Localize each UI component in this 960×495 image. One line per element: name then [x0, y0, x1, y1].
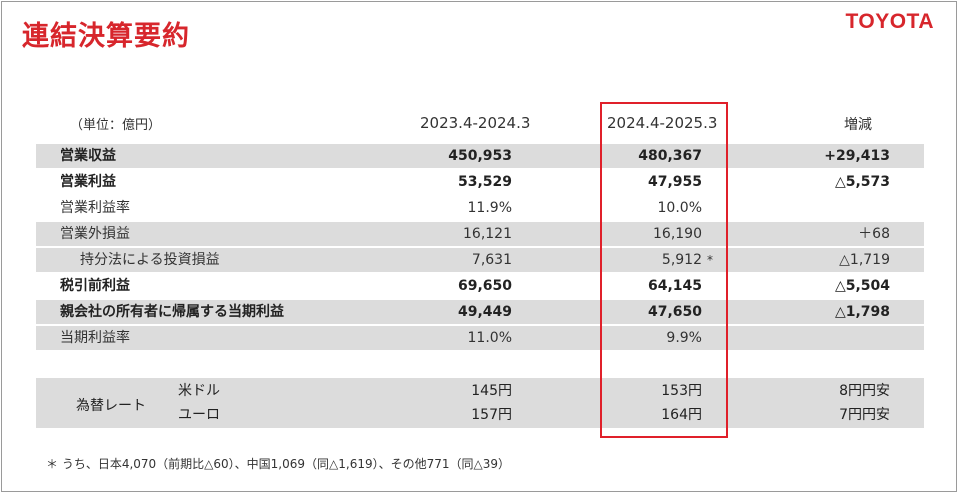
value-diff: △5,573 [834, 174, 890, 190]
fx-label: 為替レート [76, 398, 146, 414]
toyota-logo: TOYOTA [845, 10, 934, 33]
footnote-mark: * [707, 253, 713, 267]
value-diff: +29,413 [824, 148, 890, 164]
row-label: 親会社の所有者に帰属する当期利益 [60, 304, 284, 320]
table-row-equity-method: 持分法による投資損益 7,631 5,912 * △1,719 [36, 248, 924, 272]
column-header-prev: 2023.4-2024.3 [420, 114, 531, 132]
table-row-net-income: 親会社の所有者に帰属する当期利益 49,449 47,650 △1,798 [36, 300, 924, 324]
value-prev: 450,953 [448, 148, 512, 164]
fx-eur-diff: 7円円安 [839, 407, 890, 423]
row-label: 持分法による投資損益 [80, 252, 220, 268]
value-prev: 53,529 [457, 174, 512, 190]
value-curr: 9.9% [666, 330, 702, 346]
column-header-diff: 増減 [844, 117, 872, 133]
value-prev: 11.9% [467, 200, 512, 216]
fx-rate-block: 為替レート 米ドル 145円 153円 8円円安 ユーロ 157円 164円 7… [36, 378, 924, 428]
fx-eur-prev: 157円 [471, 407, 512, 423]
value-diff: ＋68 [858, 226, 890, 242]
fx-eur-curr: 164円 [661, 407, 702, 423]
table-row-operating-income: 営業利益 53,529 47,955 △5,573 [36, 170, 924, 194]
fx-usd-diff: 8円円安 [839, 383, 890, 399]
table-row-non-operating: 営業外損益 16,121 16,190 ＋68 [36, 222, 924, 246]
fx-currency-eur: ユーロ [178, 407, 220, 423]
page-title: 連結決算要約 [22, 21, 190, 52]
value-prev: 16,121 [463, 226, 512, 242]
value-curr: 480,367 [638, 148, 702, 164]
value-prev: 49,449 [457, 304, 512, 320]
value-curr: 16,190 [653, 226, 702, 242]
value-curr: 64,145 [647, 278, 702, 294]
value-curr: 47,650 [647, 304, 702, 320]
table-row-pretax-income: 税引前利益 69,650 64,145 △5,504 [36, 274, 924, 298]
row-label: 営業利益率 [60, 200, 130, 216]
value-diff: △5,504 [834, 278, 890, 294]
value-prev: 69,650 [457, 278, 512, 294]
unit-label: （単位：億円） [70, 118, 162, 133]
value-curr: 5,912 [661, 252, 702, 268]
row-label: 営業収益 [60, 148, 116, 164]
row-label: 営業外損益 [60, 226, 130, 242]
row-label: 営業利益 [60, 174, 116, 190]
table-row-net-margin: 当期利益率 11.0% 9.9% [36, 326, 924, 350]
row-label: 税引前利益 [60, 278, 130, 294]
row-label: 当期利益率 [60, 330, 130, 346]
table-row-revenue: 営業収益 450,953 480,367 +29,413 [36, 144, 924, 168]
fx-usd-curr: 153円 [661, 383, 702, 399]
footnote: ＊ うち、日本4,070（前期比△60）、中国1,069（同△1,619）、その… [46, 457, 511, 471]
value-curr: 10.0% [657, 200, 702, 216]
current-period-highlight-box [600, 102, 728, 438]
column-header-curr: 2024.4-2025.3 [607, 114, 718, 132]
fx-usd-prev: 145円 [471, 383, 512, 399]
value-diff: △1,719 [839, 252, 890, 268]
table-row-operating-margin: 営業利益率 11.9% 10.0% [36, 196, 924, 220]
fx-currency-usd: 米ドル [178, 383, 220, 399]
value-prev: 11.0% [467, 330, 512, 346]
value-curr: 47,955 [647, 174, 702, 190]
value-diff: △1,798 [834, 304, 890, 320]
value-prev: 7,631 [471, 252, 512, 268]
